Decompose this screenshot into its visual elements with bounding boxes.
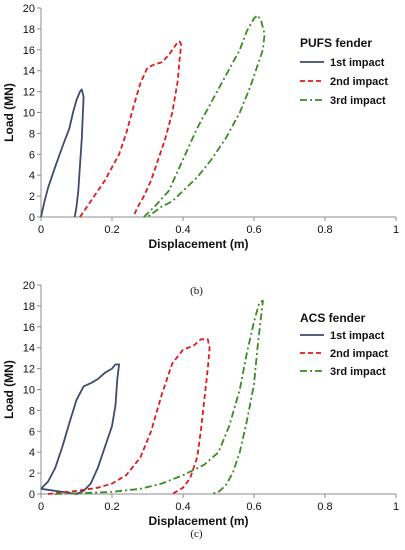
y-tick-label: 12 bbox=[23, 87, 35, 99]
y-tick-label: 8 bbox=[29, 128, 35, 140]
legend-title: PUFS fender bbox=[300, 36, 372, 50]
y-tick-label: 20 bbox=[23, 3, 35, 15]
y-tick-label: 18 bbox=[23, 301, 35, 313]
legend-label-2: 2nd impact bbox=[330, 348, 388, 360]
y-tick-label: 10 bbox=[23, 385, 35, 397]
y-tick-label: 10 bbox=[23, 108, 35, 120]
x-tick-label: 1 bbox=[393, 501, 399, 513]
x-tick-label: 0 bbox=[38, 501, 44, 513]
x-tick-label: 0.8 bbox=[317, 224, 332, 236]
y-tick-label: 20 bbox=[23, 280, 35, 292]
series-line-3 bbox=[143, 14, 266, 218]
y-tick-label: 14 bbox=[23, 343, 35, 355]
y-tick-label: 12 bbox=[23, 364, 35, 376]
x-tick-label: 0 bbox=[38, 224, 44, 236]
y-tick-label: 16 bbox=[23, 322, 35, 334]
x-tick-label: 0.8 bbox=[317, 501, 332, 513]
y-axis-title: Load (MN) bbox=[2, 83, 16, 142]
y-tick-label: 4 bbox=[29, 170, 35, 182]
y-tick-label: 6 bbox=[29, 426, 35, 438]
y-tick-label: 16 bbox=[23, 45, 35, 57]
x-axis-title: Displacement (m) bbox=[148, 514, 248, 528]
y-tick-label: 6 bbox=[29, 149, 35, 161]
y-tick-label: 4 bbox=[29, 447, 35, 459]
y-tick-label: 14 bbox=[23, 66, 35, 78]
legend-label-3: 3rd impact bbox=[330, 366, 386, 378]
legend-label-1: 1st impact bbox=[330, 57, 385, 69]
legend-title: ACS fender bbox=[300, 311, 366, 325]
x-tick-label: 0.2 bbox=[104, 224, 119, 236]
y-tick-label: 0 bbox=[29, 489, 35, 501]
panel-caption: (c) bbox=[190, 528, 203, 540]
x-tick-label: 0.2 bbox=[104, 501, 119, 513]
legend-label-2: 2nd impact bbox=[330, 76, 388, 88]
x-tick-label: 0.4 bbox=[175, 501, 190, 513]
x-tick-label: 0.4 bbox=[175, 224, 190, 236]
series-line-1 bbox=[40, 363, 120, 495]
legend-label-3: 3rd impact bbox=[330, 95, 386, 107]
y-tick-label: 2 bbox=[29, 468, 35, 480]
series-line-2 bbox=[48, 338, 211, 495]
y-tick-label: 8 bbox=[29, 405, 35, 417]
x-axis-title: Displacement (m) bbox=[148, 237, 248, 251]
x-tick-label: 0.6 bbox=[246, 501, 261, 513]
legend-label-1: 1st impact bbox=[330, 330, 385, 342]
panel-caption: (b) bbox=[190, 285, 203, 297]
y-tick-label: 18 bbox=[23, 24, 35, 36]
x-tick-label: 0.6 bbox=[246, 224, 261, 236]
series-line-1 bbox=[40, 88, 85, 218]
y-tick-label: 2 bbox=[29, 191, 35, 203]
series-line-3 bbox=[55, 299, 264, 495]
y-tick-label: 0 bbox=[29, 212, 35, 224]
y-axis-title: Load (MN) bbox=[2, 360, 16, 419]
x-tick-label: 1 bbox=[393, 224, 399, 236]
series-line-2 bbox=[79, 40, 183, 218]
